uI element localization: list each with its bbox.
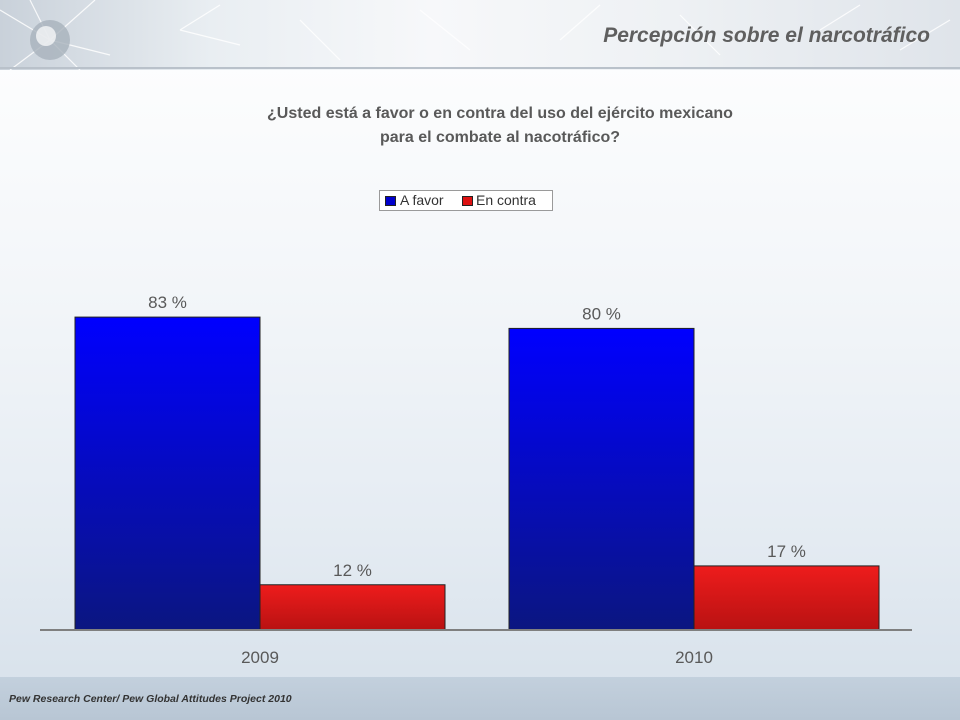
legend-label-a-favor: A favor	[400, 192, 444, 208]
legend-swatch-en-contra	[462, 196, 473, 206]
chart-question: ¿Usted está a favor o en contra del uso …	[0, 102, 960, 150]
chart-legend: A favor En contra	[379, 190, 553, 211]
bar-2009-a-favor	[74, 316, 261, 631]
source-note: Pew Research Center/ Pew Global Attitude…	[9, 693, 292, 705]
header-divider	[0, 67, 960, 69]
data-label-2009-en-contra: 12 %	[333, 561, 372, 580]
header-banner: Percepción sobre el narcotráfico	[0, 0, 960, 70]
chart-question-line-1: ¿Usted está a favor o en contra del uso …	[267, 105, 733, 122]
footer-band	[0, 677, 960, 720]
frost-decoration	[0, 0, 951, 70]
legend-swatch-a-favor	[385, 196, 396, 206]
bar-2010-en-contra	[693, 565, 880, 631]
data-label-2010-en-contra: 17 %	[767, 542, 806, 561]
bar-2009-en-contra	[259, 584, 446, 631]
legend-label-en-contra: En contra	[476, 192, 536, 208]
x-tick-label-2009: 2009	[241, 648, 279, 667]
data-label-2009-a-favor: 83 %	[148, 293, 187, 312]
chart-question-line-2: para el combate al nacotráfico?	[379, 129, 621, 146]
x-tick-label-2010: 2010	[675, 648, 713, 667]
bar-2010-a-favor	[508, 327, 695, 631]
slide-title: Percepción sobre el narcotráfico	[603, 24, 930, 47]
data-label-2010-a-favor: 80 %	[582, 304, 621, 323]
